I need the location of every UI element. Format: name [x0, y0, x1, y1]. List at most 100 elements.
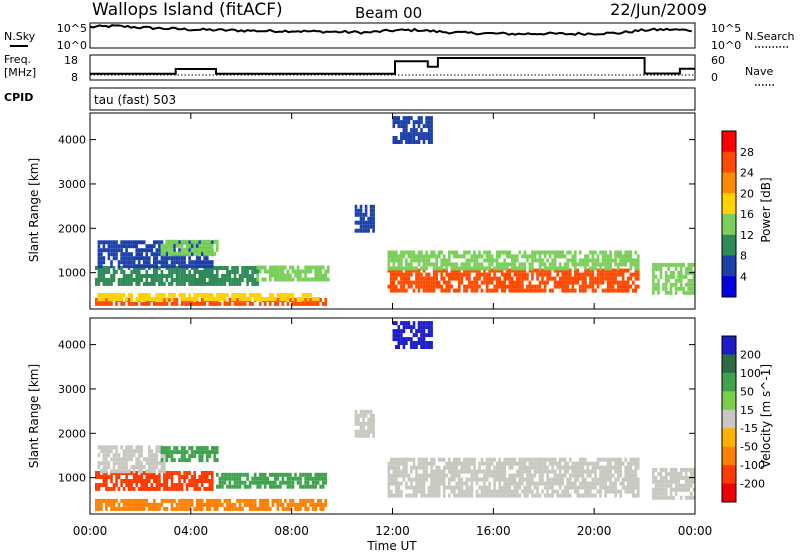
power-cell — [500, 288, 504, 293]
power-cell — [364, 208, 368, 213]
power-cell — [654, 274, 658, 279]
power-cell — [490, 262, 494, 267]
power-cell — [200, 274, 204, 278]
velocity-cell — [442, 473, 446, 478]
power-cell — [687, 290, 690, 295]
power-cell — [135, 278, 138, 282]
velocity-cell — [594, 481, 597, 486]
velocity-cell — [165, 479, 169, 483]
power-cell — [553, 284, 557, 289]
power-cell — [442, 288, 446, 293]
power-cell — [291, 301, 295, 306]
velocity-cell — [637, 485, 640, 490]
power-cell — [435, 268, 438, 273]
velocity-cell — [435, 465, 438, 470]
power-cell — [609, 288, 612, 293]
power-cell — [221, 281, 224, 286]
power-cell — [163, 260, 166, 265]
velocity-cell — [417, 321, 421, 326]
power-cell — [122, 293, 126, 297]
power-cell — [412, 280, 416, 285]
velocity-cell — [634, 457, 638, 462]
power-cell — [266, 297, 270, 301]
velocity-cell — [137, 479, 141, 483]
power-cell — [185, 274, 189, 278]
power-cell — [440, 250, 443, 255]
velocity-cell — [362, 425, 365, 430]
power-cell — [200, 239, 204, 244]
power-cell — [455, 254, 459, 259]
power-cell — [470, 268, 474, 273]
velocity-cell — [432, 493, 436, 498]
power-cell — [616, 280, 620, 285]
nave-tick-bottom: 0 — [711, 71, 718, 84]
velocity-cell — [294, 472, 297, 477]
power-cell — [193, 301, 196, 306]
power-cell — [387, 258, 391, 263]
velocity-cell — [145, 486, 149, 491]
velocity-cell — [589, 461, 592, 466]
power-cell — [137, 278, 141, 282]
velocity-cell — [281, 480, 285, 485]
velocity-cell — [246, 502, 249, 507]
velocity-cell — [634, 473, 638, 478]
power-cell — [405, 132, 408, 137]
power-cell — [218, 293, 222, 297]
velocity-cell — [420, 461, 423, 466]
power-cell — [616, 266, 620, 271]
velocity-cell — [211, 498, 214, 503]
velocity-cell — [213, 454, 217, 459]
power-cell — [654, 282, 658, 287]
velocity-cell — [657, 495, 660, 500]
power-cell — [158, 260, 161, 265]
velocity-cell — [662, 487, 665, 492]
velocity-cell — [165, 475, 169, 479]
velocity-cell — [616, 477, 620, 482]
velocity-cell — [422, 325, 426, 330]
velocity-cell — [226, 502, 229, 507]
velocity-cell — [483, 477, 486, 482]
velocity-cell — [430, 333, 433, 338]
velocity-cell — [611, 465, 615, 470]
velocity-cell — [190, 483, 194, 487]
velocity-cell — [576, 489, 580, 494]
power-cell — [430, 120, 433, 125]
power-cell — [142, 301, 146, 306]
power-cell — [415, 266, 418, 271]
power-cell — [558, 250, 562, 255]
velocity-cell — [397, 341, 401, 345]
velocity-cell — [427, 329, 431, 334]
velocity-cell — [400, 473, 403, 478]
power-cell — [180, 260, 184, 265]
power-cell — [463, 284, 466, 289]
velocity-cell — [632, 481, 635, 486]
velocity-cell — [604, 457, 607, 462]
power-cell — [400, 254, 403, 259]
power-cell — [158, 281, 161, 286]
velocity-cell — [679, 475, 683, 480]
velocity-cell — [175, 450, 179, 455]
power-cell — [175, 260, 179, 265]
power-cell — [468, 258, 471, 263]
power-cell — [679, 282, 683, 287]
velocity-cell — [531, 477, 534, 482]
power-cell — [392, 268, 396, 273]
power-cell — [407, 140, 411, 144]
velocity-cell — [400, 341, 403, 345]
velocity-cell — [258, 484, 262, 489]
velocity-cell — [463, 457, 466, 462]
velocity-cell — [137, 457, 141, 462]
velocity-cell — [286, 506, 290, 511]
power-cell — [654, 286, 658, 291]
power-cell — [213, 301, 217, 306]
power-cell — [132, 244, 136, 249]
power-cell — [609, 284, 612, 289]
power-cell — [130, 264, 133, 269]
power-cell — [263, 265, 267, 270]
velocity-cell — [95, 502, 98, 507]
velocity-cell — [188, 446, 191, 451]
power-cell — [170, 247, 174, 252]
power-cell — [216, 281, 219, 286]
velocity-cell — [624, 489, 627, 494]
velocity-cell — [619, 461, 622, 466]
